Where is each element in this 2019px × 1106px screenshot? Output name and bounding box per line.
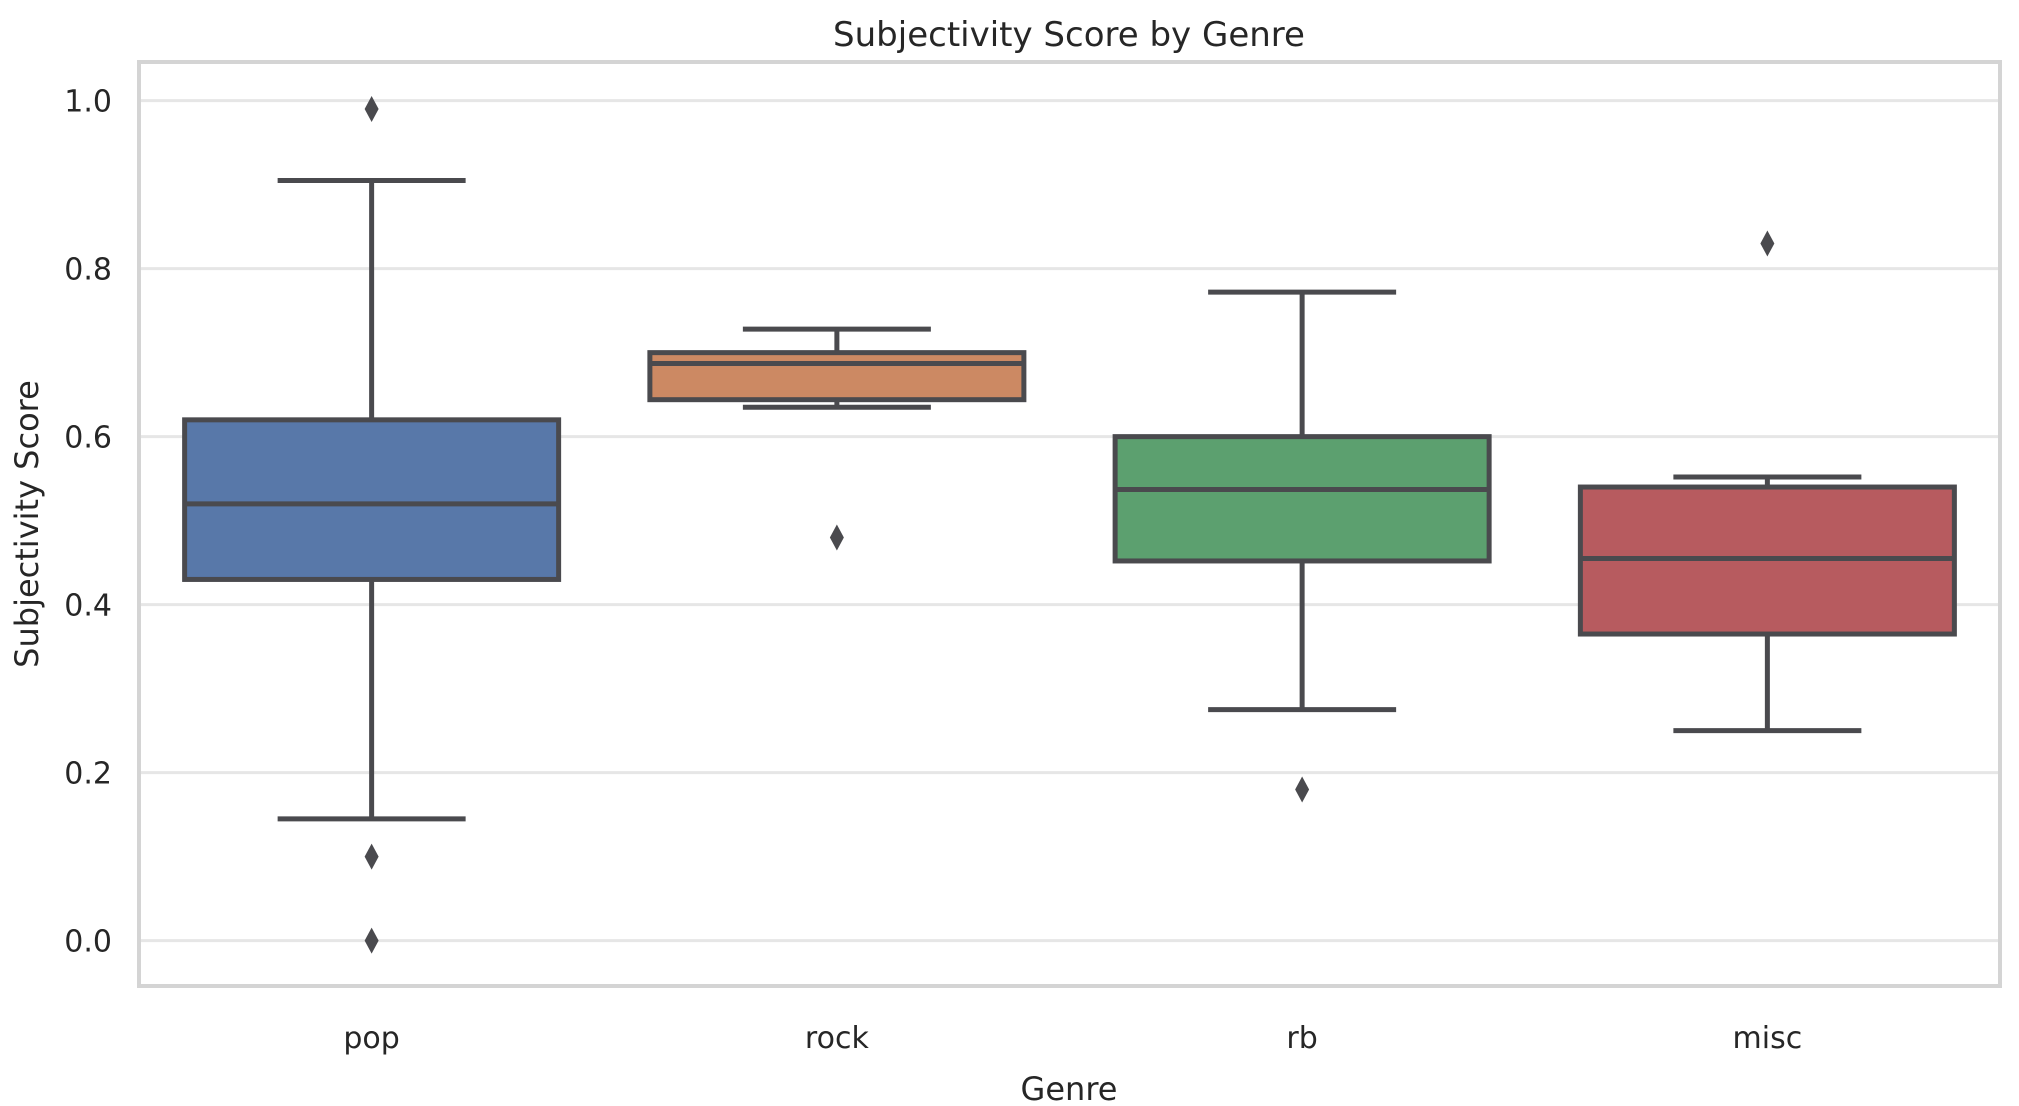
- box-pop: [182, 417, 562, 582]
- y-tick-label: 1.0: [64, 85, 112, 120]
- y-tick-label: 0.0: [64, 925, 112, 960]
- chart-layer: pop rock rb misc 0.0 0.2 0.4 0.6 0.8 1.0: [64, 60, 2002, 1056]
- outlier-diamond: [364, 843, 379, 870]
- y-tick-label: 0.4: [64, 589, 112, 624]
- outlier-diamond: [829, 524, 844, 551]
- outlier-diamond: [364, 96, 379, 123]
- outlier-diamond: [1760, 230, 1775, 257]
- x-tick-label: misc: [1733, 1021, 1803, 1056]
- box-rock: [647, 350, 1027, 403]
- x-tick-label: rock: [805, 1021, 870, 1056]
- y-axis-label: Subjectivity Score: [8, 380, 46, 668]
- outlier-diamond: [1295, 776, 1310, 803]
- y-tick-label: 0.6: [64, 421, 112, 456]
- chart-title: Subjectivity Score by Genre: [833, 15, 1305, 55]
- outlier-diamond: [364, 927, 379, 954]
- y-tick-label: 0.8: [64, 253, 112, 288]
- x-tick-label: pop: [343, 1021, 399, 1056]
- box-rb: [1112, 434, 1492, 564]
- x-axis-label: Genre: [1021, 1070, 1118, 1106]
- y-tick-label: 0.2: [64, 757, 112, 792]
- plot-spines: [137, 60, 2002, 988]
- x-tick-label: rb: [1286, 1021, 1317, 1056]
